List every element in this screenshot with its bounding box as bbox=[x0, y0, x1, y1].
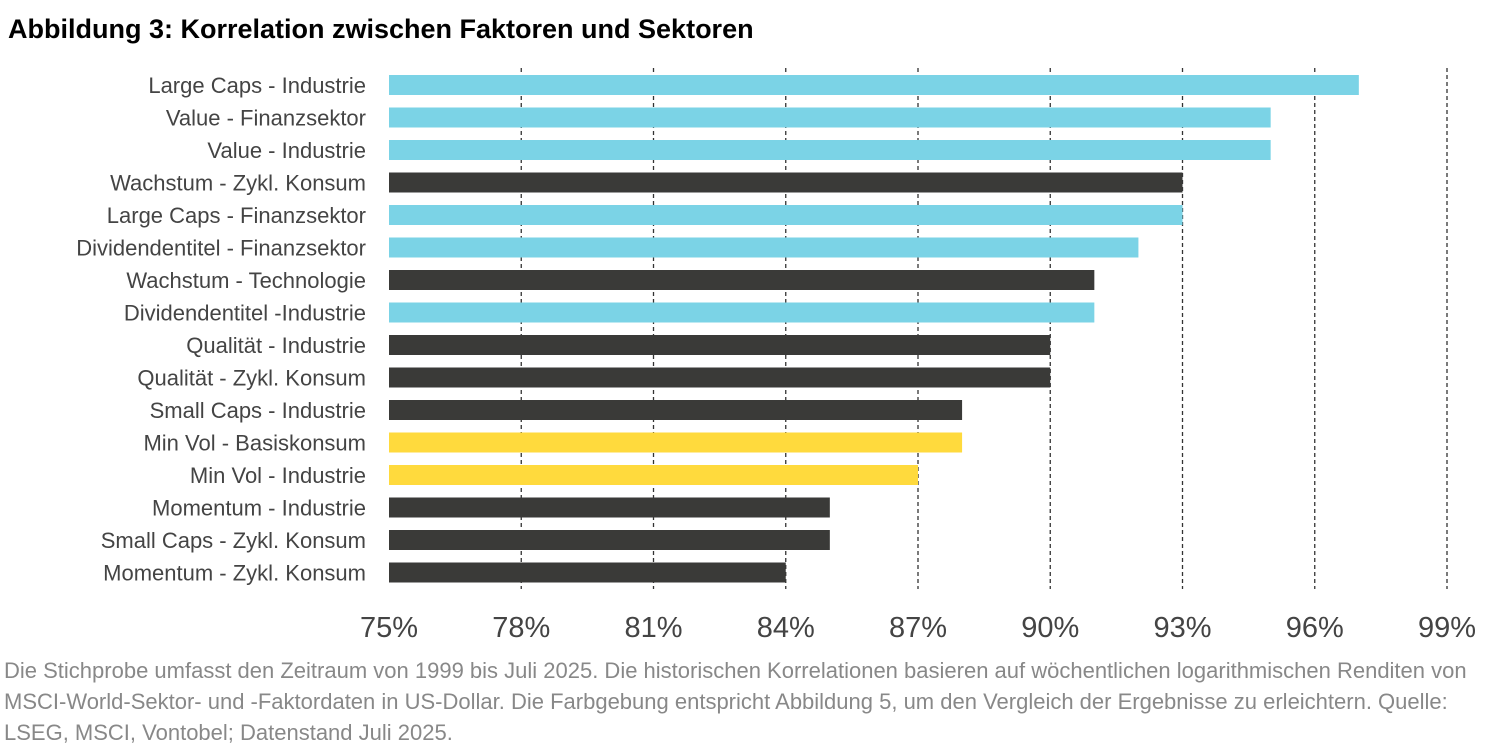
bar bbox=[389, 367, 1051, 388]
x-tick-label: 90% bbox=[1021, 612, 1079, 644]
bar bbox=[389, 432, 963, 453]
category-label: Dividendentitel - Finanzsektor bbox=[76, 236, 366, 261]
bar bbox=[389, 302, 1095, 323]
bar bbox=[389, 530, 830, 550]
bar bbox=[389, 497, 830, 518]
category-label: Dividendentitel -Industrie bbox=[124, 301, 366, 326]
bar bbox=[389, 75, 1359, 95]
bar bbox=[389, 562, 786, 583]
bar bbox=[389, 172, 1183, 193]
bar bbox=[389, 140, 1271, 160]
category-label: Large Caps - Industrie bbox=[148, 73, 366, 98]
category-label: Min Vol - Basiskonsum bbox=[143, 431, 366, 456]
x-tick-label: 84% bbox=[757, 612, 815, 644]
category-label: Small Caps - Zykl. Konsum bbox=[101, 528, 366, 553]
category-label: Wachstum - Zykl. Konsum bbox=[110, 171, 366, 196]
bar bbox=[389, 237, 1139, 258]
category-label: Value - Finanzsektor bbox=[166, 106, 366, 131]
x-tick-label: 78% bbox=[492, 612, 550, 644]
bar bbox=[389, 465, 918, 485]
x-tick-label: 75% bbox=[360, 612, 418, 644]
chart-title: Abbildung 3: Korrelation zwischen Faktor… bbox=[8, 14, 754, 44]
x-tick-label: 81% bbox=[624, 612, 682, 644]
tick-labels: 75% 78% 81% 84% 87% 90% 93% 96% 99% bbox=[360, 612, 1476, 644]
x-tick-label: 93% bbox=[1153, 612, 1211, 644]
x-tick-label: 99% bbox=[1418, 612, 1476, 644]
category-label: Wachstum - Technologie bbox=[126, 268, 366, 293]
bar bbox=[389, 400, 963, 420]
category-label: Large Caps - Finanzsektor bbox=[107, 203, 366, 228]
bar bbox=[389, 270, 1095, 290]
category-label: Qualität - Industrie bbox=[186, 333, 366, 358]
category-label: Momentum - Industrie bbox=[152, 496, 366, 521]
bar-chart: Large Caps - Industrie Value - Finanzsekt… bbox=[76, 68, 1476, 644]
category-label: Qualität - Zykl. Konsum bbox=[137, 366, 366, 391]
bars bbox=[389, 75, 1359, 583]
bar bbox=[389, 107, 1271, 128]
category-label: Min Vol - Industrie bbox=[190, 463, 366, 488]
bar bbox=[389, 205, 1183, 225]
x-tick-label: 87% bbox=[889, 612, 947, 644]
bar bbox=[389, 335, 1051, 355]
category-labels: Large Caps - Industrie Value - Finanzsekt… bbox=[76, 73, 366, 586]
x-tick-label: 96% bbox=[1286, 612, 1344, 644]
category-label: Momentum - Zykl. Konsum bbox=[103, 561, 366, 586]
category-label: Value - Industrie bbox=[207, 138, 366, 163]
footnote: Die Stichprobe umfasst den Zeitraum von … bbox=[4, 658, 1467, 745]
category-label: Small Caps - Industrie bbox=[150, 398, 366, 423]
